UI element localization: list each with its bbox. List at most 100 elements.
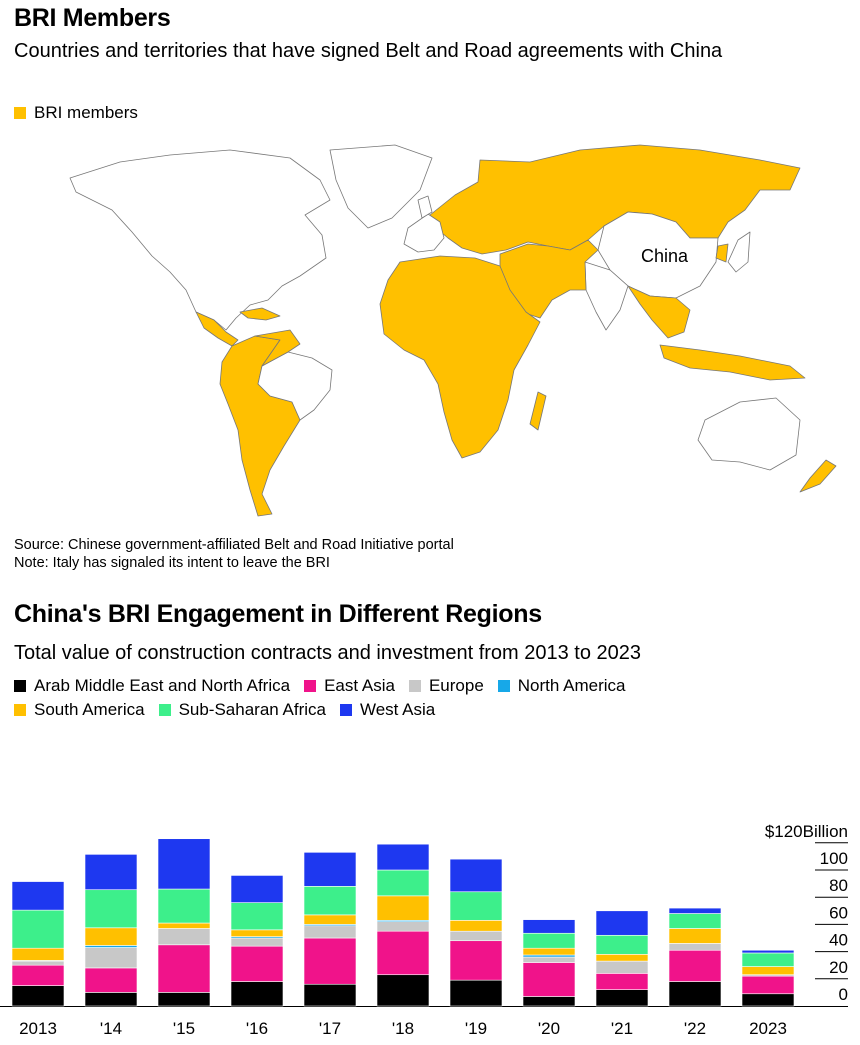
southeast-asia: [627, 285, 691, 339]
x-tick-label: '19: [465, 1019, 487, 1038]
map-subtitle: Countries and territories that have sign…: [14, 40, 723, 62]
bar-segment: [376, 843, 430, 871]
legend-swatch: [304, 680, 317, 692]
y-tick-label: $120Billion: [765, 822, 848, 841]
bar-segment: [157, 992, 211, 1007]
central-america: [195, 311, 239, 347]
bar-segment: [11, 960, 65, 966]
chart-subtitle: Total value of construction contracts an…: [14, 642, 642, 664]
x-tick-label: '22: [684, 1019, 706, 1038]
legend-swatch: [339, 704, 352, 716]
africa: [379, 255, 541, 459]
legend-item-west-asia: West Asia: [339, 700, 435, 720]
y-tick-label: 20: [829, 958, 848, 977]
y-tick-label: 80: [829, 876, 848, 895]
legend-label: Arab Middle East and North Africa: [34, 676, 291, 695]
bar-segment: [668, 928, 722, 944]
bar-segment: [595, 954, 649, 962]
bar-segment: [303, 914, 357, 925]
x-tick-label: '20: [538, 1019, 560, 1038]
bar-segment: [303, 983, 357, 1007]
bar-chart: 0 20 40 60 80 100 $120Billion 2013 '14 '15 '16 '17…: [0, 822, 848, 1038]
bar-segment: [449, 940, 503, 981]
bar-segment: [376, 974, 430, 1007]
north-america: [69, 149, 331, 331]
korea: [715, 243, 729, 263]
bar-segment: [522, 962, 576, 997]
bar-segment: [84, 947, 138, 969]
bar-segment: [595, 989, 649, 1007]
x-tick-label: '21: [611, 1019, 633, 1038]
world-map: China: [69, 144, 837, 517]
map-legend-label: BRI members: [34, 103, 138, 122]
legend-label: North America: [517, 676, 626, 695]
bar-segment: [230, 937, 284, 947]
bar-segment: [84, 889, 138, 929]
bar-segment: [741, 966, 795, 976]
legend-item-south-america: South America: [14, 700, 145, 720]
bar-segment: [230, 929, 284, 937]
bar-segment: [376, 921, 430, 932]
bar-segment: [11, 985, 65, 1007]
bar-segment: [84, 854, 138, 891]
legend-item-north-america: North America: [497, 676, 626, 696]
bar-segment: [157, 838, 211, 890]
bar-segment: [522, 919, 576, 934]
bar-segment: [11, 909, 65, 949]
bar-segment: [230, 945, 284, 982]
legend-swatch: [158, 704, 171, 716]
bar-segment: [522, 947, 576, 956]
bar-segment: [668, 943, 722, 951]
legend-swatch: [497, 680, 510, 692]
legend-swatch: [408, 680, 421, 692]
bar-segment: [449, 858, 503, 893]
western-europe: [403, 213, 445, 253]
bar-segment: [741, 975, 795, 995]
map-source: Source: Chinese government-affiliated Be…: [14, 537, 454, 553]
bar-segment: [303, 925, 357, 939]
legend-swatch: [14, 680, 26, 692]
bar-segment: [522, 954, 576, 958]
japan: [727, 231, 751, 273]
bar-segment: [376, 930, 430, 976]
bar-segment: [595, 973, 649, 990]
greenland: [329, 144, 433, 229]
bar-segment: [157, 944, 211, 993]
bar-segment: [741, 952, 795, 967]
bar-segment: [449, 891, 503, 921]
x-tick-label: 2023: [749, 1019, 787, 1038]
legend-label: East Asia: [324, 676, 395, 695]
bar-segment: [376, 869, 430, 897]
x-tick-label: '15: [173, 1019, 195, 1038]
bar-segment: [303, 886, 357, 916]
bar-segment: [157, 888, 211, 924]
bar-segment: [449, 930, 503, 942]
bar-segment: [668, 981, 722, 1007]
map-title: BRI Members: [14, 4, 171, 32]
x-tick-label: '14: [100, 1019, 122, 1038]
bar-segment: [303, 937, 357, 985]
legend-swatch: [14, 704, 26, 716]
australia: [697, 397, 801, 471]
bar-segment: [741, 993, 795, 1007]
map-legend: BRI members: [14, 103, 138, 123]
bar-segment: [522, 956, 576, 963]
bar-segment: [230, 981, 284, 1007]
bar-segment: [668, 907, 722, 914]
bar-segment: [668, 913, 722, 929]
y-tick-label: 100: [820, 849, 848, 868]
bar-segment: [522, 932, 576, 949]
bar-segment: [84, 992, 138, 1007]
legend-label: Sub-Saharan Africa: [178, 700, 326, 719]
india: [584, 261, 629, 331]
caribbean: [239, 307, 281, 321]
bar-segment: [376, 895, 430, 921]
bar-segment: [230, 902, 284, 931]
legend-item-arab: Arab Middle East and North Africa: [14, 676, 290, 696]
x-tick-label: 2013: [19, 1019, 57, 1038]
y-tick-label: 40: [829, 931, 848, 950]
bar-segment: [157, 928, 211, 946]
bar-segment: [449, 979, 503, 1007]
indonesia: [659, 344, 806, 381]
bar-segment: [11, 964, 65, 986]
